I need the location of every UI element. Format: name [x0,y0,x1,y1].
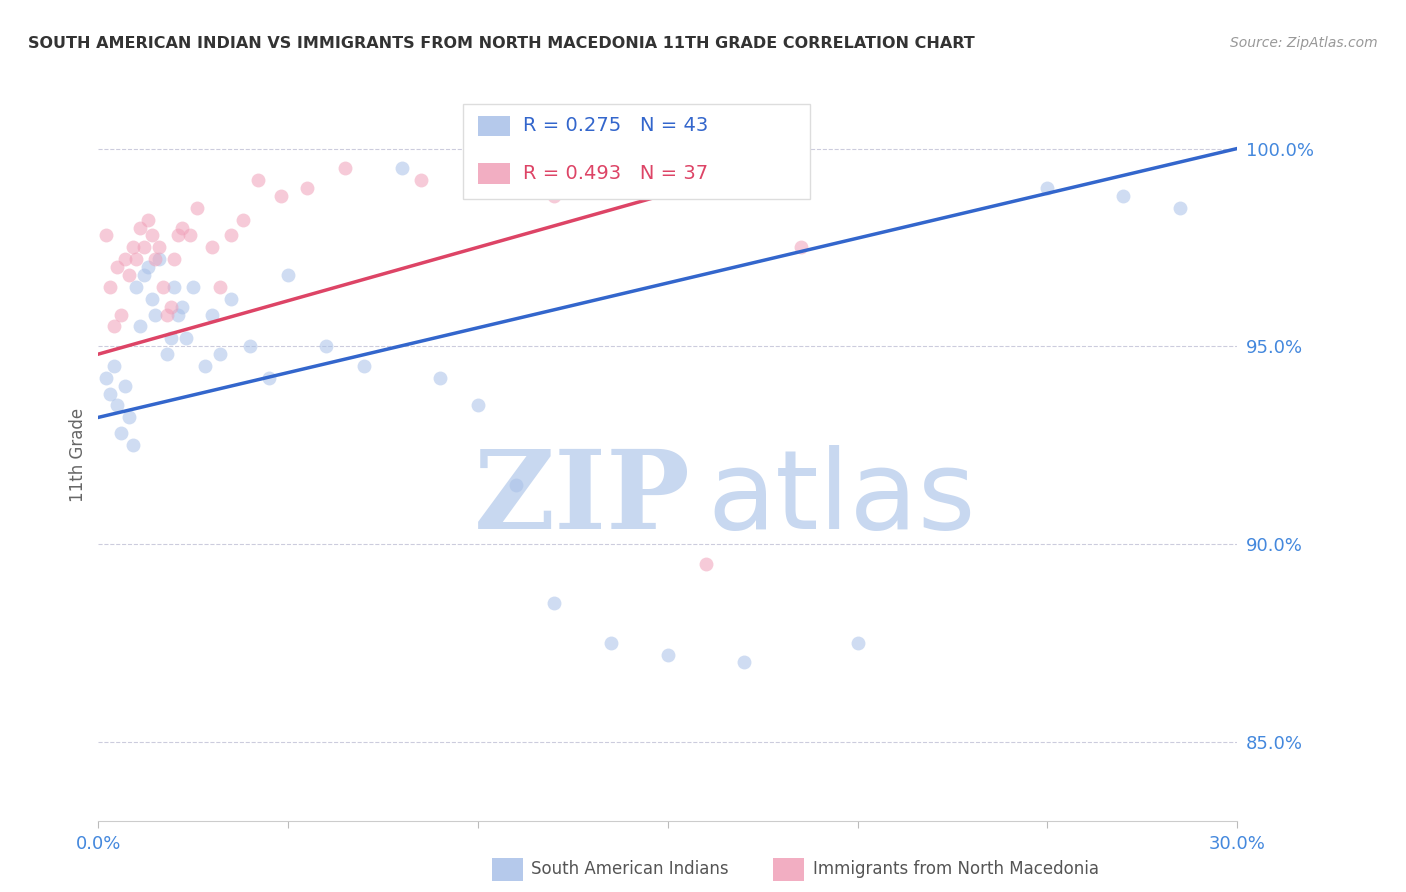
Point [695,557,717,571]
Point [179,228,201,243]
FancyBboxPatch shape [463,103,810,199]
Point [429,371,451,385]
Point [221,228,243,243]
Y-axis label: 11th Grade: 11th Grade [69,408,87,502]
Point [118,410,141,425]
Point [148,252,170,267]
Point [141,292,163,306]
Point [141,228,163,243]
FancyBboxPatch shape [478,116,509,136]
Point [335,161,357,176]
Point [543,596,565,610]
Point [790,240,813,254]
Point [246,173,269,187]
Point [110,308,132,322]
Point [174,331,197,345]
Point [107,260,129,274]
Point [543,189,565,203]
Point [208,347,231,361]
Point [94,371,117,385]
Point [129,220,152,235]
Point [114,378,136,392]
Point [619,173,641,187]
Point [353,359,375,373]
Point [121,438,143,452]
Point [467,399,489,413]
Point [170,220,193,235]
Point [1170,201,1192,215]
Point [103,359,125,373]
Point [152,280,174,294]
Point [194,359,217,373]
Point [110,426,132,441]
Point [277,268,299,282]
Point [183,280,205,294]
Point [208,280,231,294]
Point [159,331,181,345]
Point [186,201,208,215]
Point [239,339,262,353]
Point [148,240,170,254]
Point [221,292,243,306]
Point [600,636,623,650]
Point [657,648,679,662]
Point [270,189,292,203]
Point [391,161,413,176]
Point [733,656,755,670]
Point [145,308,167,322]
Text: ZIP: ZIP [474,445,690,552]
Point [136,212,159,227]
Point [103,319,125,334]
Point [132,240,155,254]
Point [98,280,121,294]
Point [201,308,224,322]
Point [467,181,489,195]
Point [145,252,167,267]
Text: Immigrants from North Macedonia: Immigrants from North Macedonia [813,860,1098,878]
Point [156,347,179,361]
Text: R = 0.275   N = 43: R = 0.275 N = 43 [523,116,709,136]
Point [1112,189,1135,203]
Point [170,300,193,314]
Text: SOUTH AMERICAN INDIAN VS IMMIGRANTS FROM NORTH MACEDONIA 11TH GRADE CORRELATION : SOUTH AMERICAN INDIAN VS IMMIGRANTS FROM… [28,36,974,51]
Point [118,268,141,282]
Point [107,399,129,413]
Text: Source: ZipAtlas.com: Source: ZipAtlas.com [1230,36,1378,50]
Point [129,319,152,334]
Text: South American Indians: South American Indians [531,860,730,878]
Point [232,212,254,227]
Point [163,252,186,267]
Point [315,339,337,353]
Point [846,636,869,650]
Point [132,268,155,282]
Point [163,280,186,294]
Point [411,173,433,187]
Point [125,252,148,267]
Point [259,371,281,385]
Point [156,308,179,322]
Point [167,228,190,243]
Point [121,240,143,254]
Point [297,181,319,195]
Point [114,252,136,267]
Point [167,308,190,322]
Text: atlas: atlas [707,445,976,552]
Point [136,260,159,274]
FancyBboxPatch shape [478,163,509,184]
Point [98,386,121,401]
Point [201,240,224,254]
Point [1036,181,1059,195]
Point [94,228,117,243]
Point [159,300,181,314]
Point [505,477,527,491]
Text: R = 0.493   N = 37: R = 0.493 N = 37 [523,164,709,183]
Point [125,280,148,294]
